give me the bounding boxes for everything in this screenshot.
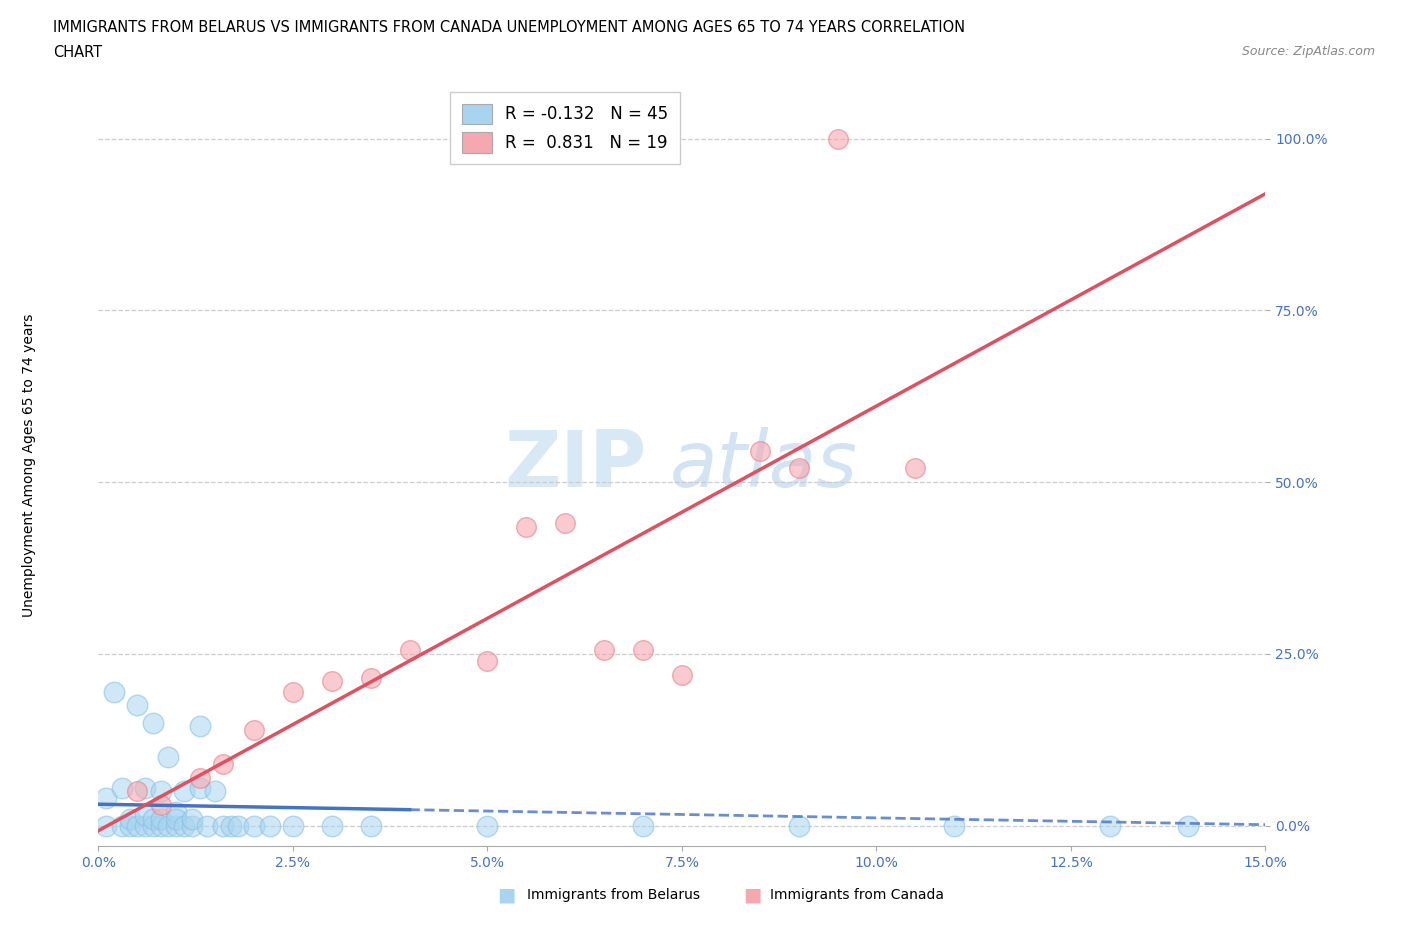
Text: ■: ■ xyxy=(496,885,516,904)
Point xyxy=(127,784,149,799)
Point xyxy=(195,818,218,833)
Point xyxy=(1177,818,1199,833)
Point xyxy=(243,818,266,833)
Point xyxy=(787,818,810,833)
Point xyxy=(281,818,304,833)
Point xyxy=(173,818,195,833)
Point xyxy=(219,818,242,833)
Point xyxy=(671,667,693,682)
Text: Source: ZipAtlas.com: Source: ZipAtlas.com xyxy=(1241,45,1375,58)
Point xyxy=(149,784,172,799)
Point xyxy=(111,818,134,833)
Point xyxy=(281,684,304,699)
Text: ZIP: ZIP xyxy=(505,427,647,503)
Point xyxy=(243,722,266,737)
Point xyxy=(149,818,172,833)
Point xyxy=(127,818,149,833)
Point xyxy=(631,643,654,658)
Point xyxy=(259,818,281,833)
Point xyxy=(1098,818,1121,833)
Point xyxy=(134,808,156,823)
Text: CHART: CHART xyxy=(53,45,103,60)
Point xyxy=(96,818,118,833)
Point xyxy=(943,818,966,833)
Point xyxy=(212,756,235,771)
Point xyxy=(165,811,187,826)
Point xyxy=(212,818,235,833)
Point xyxy=(321,818,343,833)
Point xyxy=(180,818,202,833)
Point xyxy=(149,811,172,826)
Point xyxy=(631,818,654,833)
Point xyxy=(118,811,141,826)
Point xyxy=(149,798,172,813)
Point xyxy=(321,674,343,689)
Point xyxy=(173,784,195,799)
Point xyxy=(904,461,927,476)
Point xyxy=(188,770,211,785)
Point xyxy=(157,818,180,833)
Point xyxy=(134,818,156,833)
Point xyxy=(142,811,165,826)
Point xyxy=(142,818,165,833)
Point xyxy=(103,684,125,699)
Point xyxy=(204,784,226,799)
Point xyxy=(188,719,211,734)
Point xyxy=(398,643,420,658)
Point xyxy=(477,818,499,833)
Point xyxy=(157,750,180,764)
Legend: R = -0.132   N = 45, R =  0.831   N = 19: R = -0.132 N = 45, R = 0.831 N = 19 xyxy=(450,92,681,165)
Point xyxy=(96,790,118,805)
Text: ■: ■ xyxy=(742,885,762,904)
Point xyxy=(477,654,499,669)
Point xyxy=(515,519,537,534)
Point xyxy=(127,698,149,713)
Point xyxy=(827,131,849,146)
Point xyxy=(360,671,382,685)
Point xyxy=(360,818,382,833)
Text: Immigrants from Belarus: Immigrants from Belarus xyxy=(527,887,700,902)
Point xyxy=(180,811,202,826)
Point xyxy=(165,818,187,833)
Point xyxy=(593,643,616,658)
Point xyxy=(554,516,576,531)
Point xyxy=(118,818,141,833)
Point xyxy=(142,715,165,730)
Text: IMMIGRANTS FROM BELARUS VS IMMIGRANTS FROM CANADA UNEMPLOYMENT AMONG AGES 65 TO : IMMIGRANTS FROM BELARUS VS IMMIGRANTS FR… xyxy=(53,20,966,35)
Point xyxy=(165,804,187,819)
Point xyxy=(228,818,250,833)
Point xyxy=(188,780,211,795)
Y-axis label: Unemployment Among Ages 65 to 74 years: Unemployment Among Ages 65 to 74 years xyxy=(22,313,37,617)
Point xyxy=(748,444,770,458)
Text: Immigrants from Canada: Immigrants from Canada xyxy=(770,887,945,902)
Point xyxy=(134,780,156,795)
Point xyxy=(787,461,810,476)
Point xyxy=(111,780,134,795)
Text: atlas: atlas xyxy=(671,427,858,503)
